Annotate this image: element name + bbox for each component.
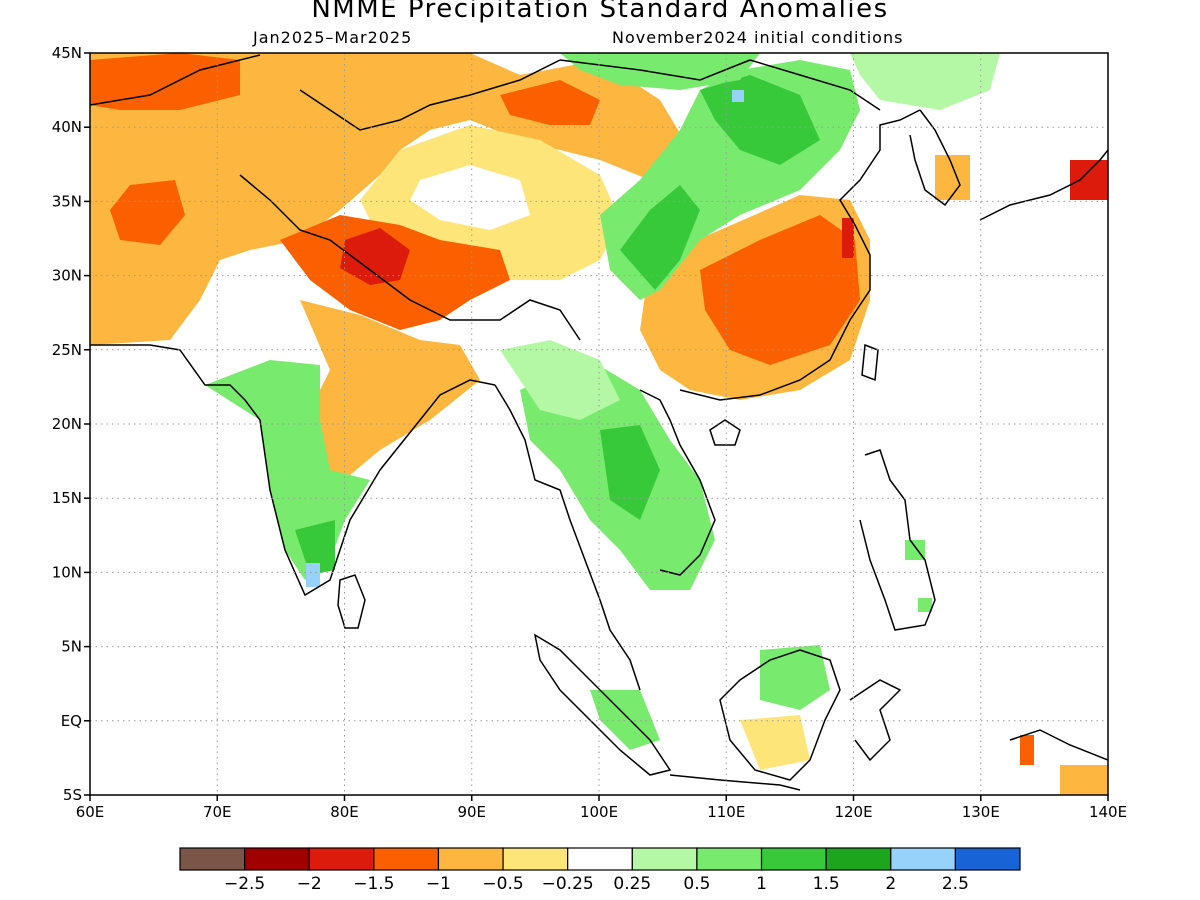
coastline-vietnam: [639, 389, 716, 576]
anomaly-region-manchuria: [850, 53, 1000, 110]
anomaly-region-japan: [1070, 160, 1108, 200]
coastline-java: [669, 774, 801, 791]
anomaly-region-newguinea-east: [1060, 765, 1108, 795]
legend-label: 0.5: [683, 874, 710, 894]
coastline-indochina: [494, 384, 641, 691]
tick-label-lon: 110E: [707, 803, 745, 821]
tick-label-lat: 30N: [52, 267, 82, 285]
tick-label-lon: 90E: [457, 803, 486, 821]
legend-label: −1: [426, 874, 451, 894]
coastline-hainan: [709, 419, 741, 446]
tick-label-lon: 80E: [330, 803, 359, 821]
tick-label-lat: 15N: [52, 489, 82, 507]
legend-swatch: [373, 847, 440, 871]
legend-swatch: [696, 847, 763, 871]
anomaly-region-sumatra-wet: [590, 690, 660, 750]
anomaly-region-mongolia-north: [560, 53, 760, 90]
tick-label-lon: 60E: [76, 803, 105, 821]
anomaly-region-borneo-wet: [760, 645, 830, 710]
tick-label-lat: 5S: [63, 786, 82, 804]
coastline-china: [679, 109, 921, 401]
legend-label: −2: [297, 874, 322, 894]
anomaly-region-westasia-dry: [90, 53, 690, 345]
coastline-sulawesi: [849, 679, 902, 762]
tick-label-lat: EQ: [61, 712, 82, 730]
anomaly-region-korea: [935, 155, 970, 200]
coastline-taiwan: [861, 343, 879, 382]
anomaly-region-philippines: [905, 540, 925, 560]
coastline-japan: [979, 149, 1108, 221]
legend-swatch: [244, 847, 310, 871]
anomaly-region-china-strong: [620, 185, 700, 290]
legend-label: −0.5: [482, 874, 523, 894]
tick-label-lat: 5N: [61, 638, 82, 656]
anomaly-region-borneo-dry: [740, 715, 810, 770]
legend-label: 2: [885, 874, 896, 894]
anomaly-region-india-southwet: [295, 520, 335, 575]
coastline-philippines: [859, 449, 936, 631]
anomaly-region-india-dry: [300, 300, 480, 475]
border-north: [90, 54, 881, 341]
coastline-srilanka: [337, 574, 366, 629]
legend-swatch: [825, 847, 892, 871]
tick-label-lon: 100E: [580, 803, 618, 821]
anomaly-region-india-tip: [306, 563, 320, 587]
color-legend: −2.5 −2 −1.5 −1 −0.5 −0.25 0.25 0.5 1 1.5 2 2.5: [179, 847, 1021, 894]
legend-swatch: [567, 847, 633, 871]
tick-label-lon: 130E: [962, 803, 1000, 821]
anomaly-shading: [90, 53, 1108, 795]
anomaly-region-westasia-moderate: [90, 53, 240, 110]
legend-label: 1.5: [813, 874, 840, 894]
coastline-borneo: [719, 649, 841, 781]
tick-label-lat: 40N: [52, 118, 82, 136]
tick-label-lat: 10N: [52, 563, 82, 581]
tick-label-lon: 120E: [834, 803, 872, 821]
coastline-korea: [909, 109, 961, 207]
anomaly-region-myanmar-light: [500, 340, 620, 420]
anomaly-region-indochina-strong: [600, 425, 660, 520]
legend-swatch: [760, 847, 827, 871]
legend-label: 0.25: [613, 874, 651, 894]
legend-label: −2.5: [224, 874, 265, 894]
anomaly-region-newguinea: [1020, 735, 1034, 765]
anomaly-region-mindanao: [918, 598, 932, 612]
tick-label-lat: 35N: [52, 192, 82, 210]
coastline-sumatra: [533, 633, 672, 776]
coastline-newguinea: [1009, 729, 1108, 761]
anomaly-region-himalaya-strong: [340, 228, 410, 285]
legend-label: −1.5: [353, 874, 394, 894]
anomaly-region-mongolia-blue: [732, 90, 744, 102]
anomaly-region-china-moderate: [700, 215, 860, 365]
map-title: NMME Precipitation Standard Anomalies: [311, 0, 889, 24]
tick-label-lat: 20N: [52, 415, 82, 433]
legend-swatch: [502, 847, 569, 871]
legend-swatch: [954, 847, 1021, 871]
anomaly-region-neutral-tarim: [410, 165, 530, 230]
tick-label-lat: 45N: [52, 44, 82, 62]
anomaly-region-kazakh: [500, 80, 600, 125]
coastline-india: [90, 344, 496, 597]
coastlines: [90, 54, 1108, 791]
axis-ticks: 60E 70E 80E 90E 100E 110E 120E 130E 140E 45N 40N 35…: [52, 44, 1127, 821]
anomaly-region-china-coastal: [842, 218, 854, 258]
legend-swatch: [437, 847, 504, 871]
initial-conditions-label: November2024 initial conditions: [612, 28, 904, 47]
legend-label: −0.25: [542, 874, 594, 894]
forecast-period: Jan2025–Mar2025: [253, 28, 413, 47]
legend-swatch: [179, 847, 246, 871]
legend-label: 1: [756, 874, 767, 894]
legend-swatch: [631, 847, 698, 871]
tick-label-lat: 25N: [52, 341, 82, 359]
legend-swatch: [308, 847, 375, 871]
legend-label: 2.5: [942, 874, 969, 894]
anomaly-region-iran: [110, 180, 185, 245]
gridlines: [90, 53, 1108, 795]
anomaly-region-mongolia-strong: [700, 75, 820, 165]
tick-label-lon: 140E: [1089, 803, 1127, 821]
legend-swatch: [890, 847, 956, 871]
tick-label-lon: 70E: [203, 803, 232, 821]
